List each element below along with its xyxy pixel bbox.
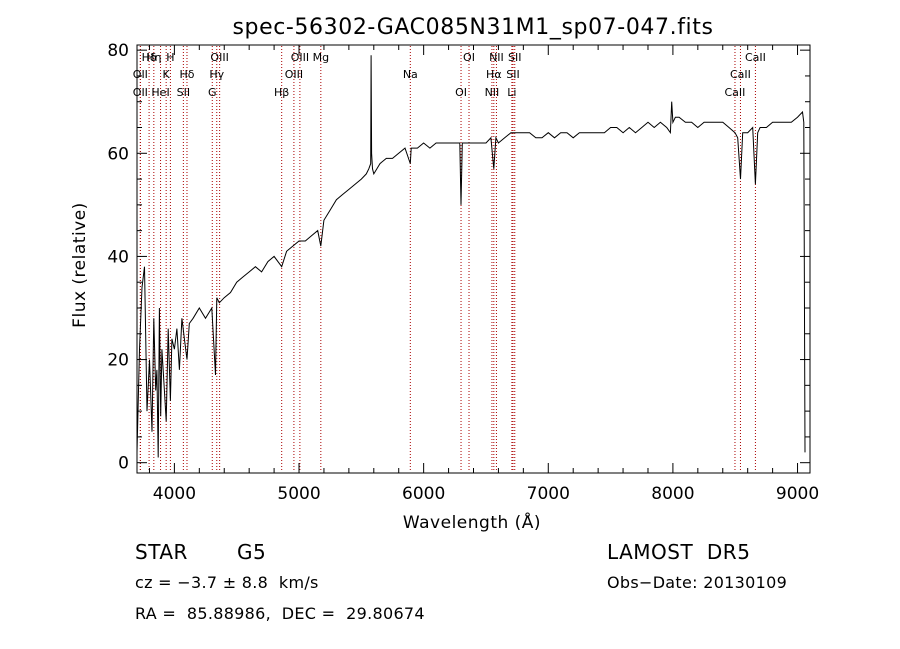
line-label: H — [166, 51, 174, 64]
line-label: Hβ — [274, 86, 289, 99]
line-label: Mg — [313, 51, 329, 64]
line-label: OI — [463, 51, 475, 64]
x-tick-label: 9000 — [776, 484, 819, 504]
x-axis: 4000 5000 6000 7000 8000 9000 — [148, 45, 819, 504]
line-label: K — [163, 68, 171, 81]
y-tick-label: 20 — [107, 351, 129, 371]
y-axis: 0 20 40 60 80 — [107, 41, 810, 474]
line-label: Hα — [486, 68, 502, 81]
spectrum-line — [136, 55, 806, 458]
y-tick-label: 0 — [118, 454, 129, 474]
y-tick-label: 80 — [107, 41, 129, 61]
line-label: CaII — [745, 51, 766, 64]
plot-frame — [136, 44, 811, 474]
y-tick-label: 60 — [107, 144, 129, 164]
line-label: HeI — [151, 86, 169, 99]
line-label: Hη — [146, 51, 161, 64]
line-label: NII — [485, 86, 500, 99]
y-axis-label: Flux (relative) — [70, 202, 90, 328]
line-label: G — [208, 86, 217, 99]
x-tick-label: 4000 — [153, 484, 196, 504]
coordinates: RA = 85.88986, DEC = 29.80674 — [135, 604, 425, 623]
line-label: SII — [506, 68, 519, 81]
line-label: Hδ — [142, 51, 157, 64]
line-label: OIII — [210, 51, 228, 64]
line-label: OII — [133, 68, 148, 81]
x-tick-label: 5000 — [277, 484, 320, 504]
chart-title: spec-56302-GAC085N31M1_sp07-047.fits — [232, 15, 713, 40]
line-label: OI — [455, 86, 467, 99]
line-label: SII — [177, 86, 190, 99]
object-class: STAR — [135, 540, 188, 564]
line-label: OII — [133, 86, 148, 99]
x-tick-label: 7000 — [527, 484, 570, 504]
line-label: Hδ — [179, 68, 194, 81]
x-axis-label: Wavelength (Å) — [403, 511, 541, 533]
x-tick-label: 8000 — [651, 484, 694, 504]
line-label: SII — [508, 51, 521, 64]
line-label: CaII — [725, 86, 746, 99]
y-tick-label: 40 — [107, 247, 129, 267]
subclass: G5 — [237, 540, 267, 564]
line-label: NII — [489, 51, 504, 64]
line-label: Na — [403, 68, 418, 81]
spectral-line-markers — [139, 46, 756, 472]
line-label: OIII — [291, 51, 309, 64]
line-label: Hγ — [209, 68, 224, 81]
spectral-line-labels: Hδ OII OII HηK HeI H Hδ SII OIII Hγ G OIII OIII Hβ Mg N… — [133, 51, 766, 99]
line-label: OIII — [285, 68, 303, 81]
line-label: CaII — [730, 68, 751, 81]
redshift-cz: cz = −3.7 ± 8.8 km/s — [135, 573, 319, 592]
x-tick-label: 6000 — [402, 484, 445, 504]
survey-label: LAMOST DR5 — [607, 540, 751, 564]
obs-date: Obs−Date: 20130109 — [607, 573, 788, 592]
line-label: Li — [507, 86, 516, 99]
